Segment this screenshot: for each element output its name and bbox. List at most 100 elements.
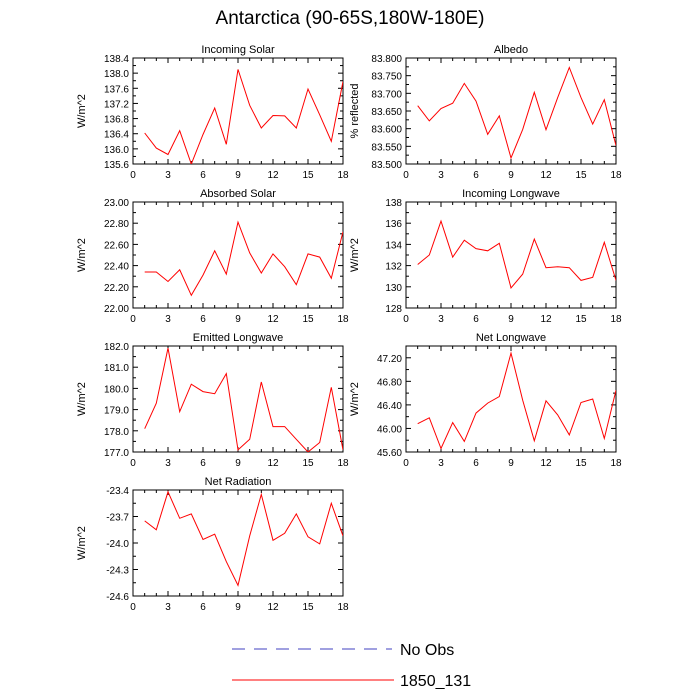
panel-title: Emitted Longwave xyxy=(193,332,284,344)
y-tick-label: 128 xyxy=(385,304,402,315)
y-tick-label: -24.0 xyxy=(106,539,129,550)
y-tick-label: 137.2 xyxy=(104,99,129,110)
x-tick-label: 6 xyxy=(200,458,206,469)
x-tick-label: 9 xyxy=(235,602,241,613)
x-tick-label: 6 xyxy=(200,314,206,325)
x-tick-label: 15 xyxy=(302,602,314,613)
y-tick-label: 134 xyxy=(385,240,402,251)
y-tick-label: 83.500 xyxy=(371,160,402,171)
y-axis-label: W/m^2 xyxy=(76,238,88,272)
panel-emitted-longwave: Emitted Longwave W/m^2 0 3 6 9 12 15 18 177.0 178.… xyxy=(76,332,349,469)
plot-frame xyxy=(132,489,344,597)
x-tick-label: 6 xyxy=(473,170,479,181)
y-tick-label: 135.6 xyxy=(104,160,129,171)
y-tick-label: 130 xyxy=(385,283,402,294)
y-tick-label: 46.40 xyxy=(377,401,402,412)
x-tick-label: 6 xyxy=(200,602,206,613)
legend-label-1850-131: 1850_131 xyxy=(400,673,471,690)
y-tick-label: -23.7 xyxy=(106,513,129,524)
x-tick-label: 3 xyxy=(438,458,444,469)
y-tick-label: 136.8 xyxy=(104,115,129,126)
y-tick-label: 46.00 xyxy=(377,424,402,435)
x-tick-label: 6 xyxy=(473,314,479,325)
x-tick-label: 15 xyxy=(575,170,587,181)
x-tick-label: 0 xyxy=(130,170,136,181)
x-tick-label: 15 xyxy=(302,458,314,469)
plot-frame xyxy=(405,345,617,453)
page-title: Antarctica (90-65S,180W-180E) xyxy=(215,8,485,29)
x-tick-label: 12 xyxy=(540,458,552,469)
y-tick-label: 22.80 xyxy=(104,219,129,230)
x-tick-label: 6 xyxy=(473,458,479,469)
x-tick-label: 0 xyxy=(403,170,409,181)
panel-title: Incoming Solar xyxy=(201,44,275,56)
x-tick-label: 18 xyxy=(337,458,349,469)
x-tick-label: 9 xyxy=(508,170,514,181)
series-line-1850-131 xyxy=(144,69,343,164)
series-line-1850-131 xyxy=(417,66,616,160)
y-tick-label: 46.80 xyxy=(377,377,402,388)
y-tick-label: 138.4 xyxy=(104,54,129,65)
x-tick-label: 3 xyxy=(165,458,171,469)
y-tick-label: 179.0 xyxy=(104,406,129,417)
y-tick-label: 83.650 xyxy=(371,107,402,118)
x-tick-label: 12 xyxy=(540,314,552,325)
y-tick-label: -24.6 xyxy=(106,592,129,603)
panel-incoming-solar: Incoming Solar W/m^2 0 3 6 9 12 15 18 135.6 136.0 1… xyxy=(76,44,349,181)
y-tick-label: 136.0 xyxy=(104,145,129,156)
y-axis-label: W/m^2 xyxy=(76,382,88,416)
x-tick-label: 0 xyxy=(130,314,136,325)
x-tick-label: 9 xyxy=(508,314,514,325)
plot-frame xyxy=(132,57,344,165)
plot-frame xyxy=(405,201,617,309)
x-tick-label: 9 xyxy=(235,170,241,181)
series-line-1850-131 xyxy=(144,347,343,452)
x-tick-label: 12 xyxy=(267,170,279,181)
x-tick-label: 3 xyxy=(438,170,444,181)
x-tick-label: 18 xyxy=(337,170,349,181)
x-tick-label: 3 xyxy=(165,602,171,613)
x-tick-label: 0 xyxy=(403,314,409,325)
y-tick-label: 138 xyxy=(385,198,402,209)
chart-panels: Incoming Solar W/m^2 0 3 6 9 12 15 18 135.6 136.0 1… xyxy=(76,44,622,613)
x-tick-label: 18 xyxy=(337,602,349,613)
y-tick-label: 83.700 xyxy=(371,89,402,100)
y-tick-label: 182.0 xyxy=(104,342,129,353)
x-tick-label: 0 xyxy=(130,602,136,613)
y-tick-label: 181.0 xyxy=(104,363,129,374)
panel-albedo: Albedo % reflected 0 3 6 9 12 15 18 83.500 83.550 8… xyxy=(349,44,622,181)
series-line-1850-131 xyxy=(144,490,343,587)
panel-title: Incoming Longwave xyxy=(462,188,560,200)
y-axis-label: W/m^2 xyxy=(76,94,88,128)
x-tick-label: 3 xyxy=(165,314,171,325)
y-tick-label: 45.60 xyxy=(377,448,402,459)
y-tick-label: 177.0 xyxy=(104,448,129,459)
y-axis-label: % reflected xyxy=(349,83,361,138)
y-axis-label: W/m^2 xyxy=(349,238,361,272)
y-tick-label: 47.20 xyxy=(377,354,402,365)
y-tick-label: 132 xyxy=(385,262,402,273)
y-tick-label: -23.4 xyxy=(106,486,129,497)
x-tick-label: 9 xyxy=(508,458,514,469)
y-tick-label: 22.00 xyxy=(104,304,129,315)
y-tick-label: 180.0 xyxy=(104,384,129,395)
x-tick-label: 18 xyxy=(337,314,349,325)
y-tick-label: 137.6 xyxy=(104,84,129,95)
x-tick-label: 18 xyxy=(610,458,622,469)
series-line-1850-131 xyxy=(144,220,343,297)
y-axis-label: W/m^2 xyxy=(349,382,361,416)
legend: No Obs 1850_131 xyxy=(232,642,471,690)
x-tick-label: 12 xyxy=(267,314,279,325)
y-tick-label: 83.550 xyxy=(371,142,402,153)
x-tick-label: 9 xyxy=(235,458,241,469)
y-tick-label: 22.40 xyxy=(104,262,129,273)
y-tick-label: -24.3 xyxy=(106,566,129,577)
y-tick-label: 83.800 xyxy=(371,54,402,65)
x-tick-label: 15 xyxy=(575,314,587,325)
y-tick-label: 83.600 xyxy=(371,125,402,136)
panel-title: Albedo xyxy=(494,44,528,56)
x-tick-label: 15 xyxy=(575,458,587,469)
y-tick-label: 178.0 xyxy=(104,427,129,438)
x-tick-label: 15 xyxy=(302,314,314,325)
